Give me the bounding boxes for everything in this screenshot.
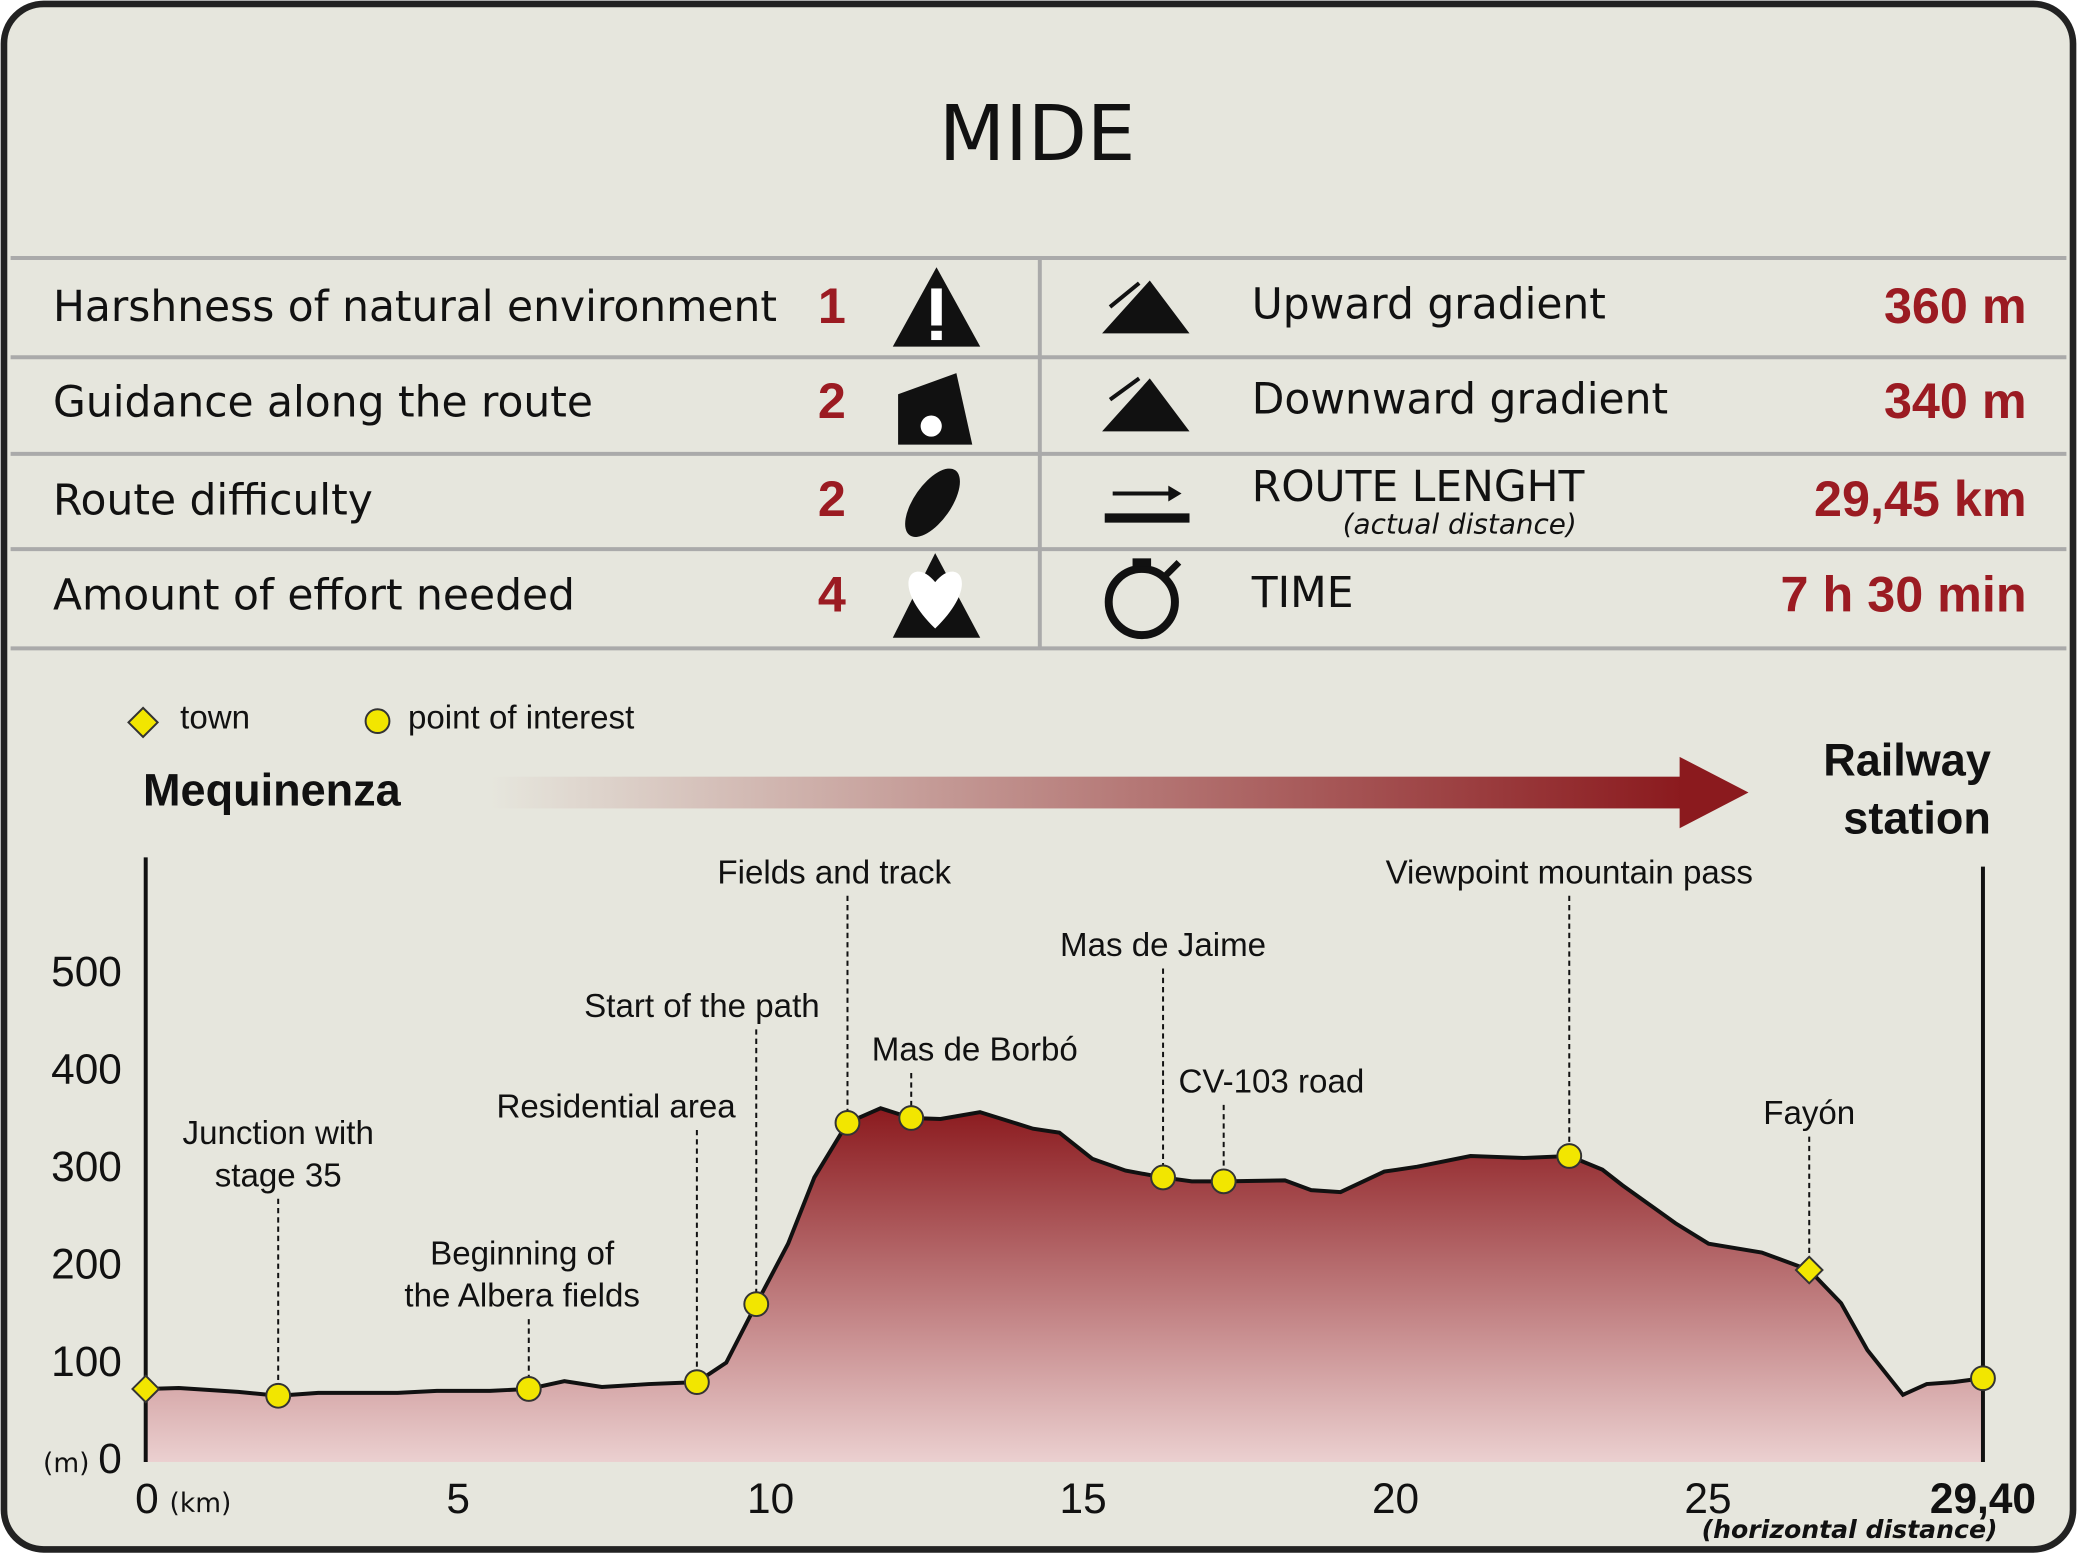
marker-label: stage 35 [215, 1157, 342, 1194]
x-tick-label: 10 [747, 1475, 794, 1522]
x-unit: (km) [170, 1488, 232, 1519]
mide-label: Route difficulty [53, 475, 373, 524]
marker-label: Start of the path [584, 988, 820, 1025]
legend-poi: point of interest [408, 700, 634, 737]
mide-note: (actual distance) [1343, 507, 1577, 540]
direction-arrow [490, 776, 1683, 809]
end-label: Railway [1823, 734, 1991, 785]
mide-value: 4 [818, 565, 846, 622]
x-tick-label: 25 [1684, 1475, 1731, 1522]
town-marker [1794, 1255, 1824, 1285]
mide-label: TIME [1251, 568, 1354, 617]
legend-town: town [180, 700, 250, 737]
poi-marker [683, 1369, 710, 1396]
marker-label: Viewpoint mountain pass [1386, 854, 1753, 891]
mide-value: 1 [818, 277, 846, 334]
x-tick-label: 0 [135, 1475, 159, 1522]
mide-value: 7 h 30 min [1781, 565, 2027, 622]
poi-marker [743, 1291, 770, 1318]
icons [892, 267, 1190, 640]
marker-label: Residential area [496, 1089, 736, 1126]
marker-label: Fields and track [717, 854, 951, 891]
y-tick-label: 300 [51, 1143, 122, 1190]
x-tick-label: 5 [446, 1475, 470, 1522]
marker-label: Junction with [183, 1115, 374, 1152]
table-lines [10, 256, 2067, 651]
marker-label: Mas de Jaime [1060, 927, 1266, 964]
mide-label: Downward gradient [1252, 375, 1668, 424]
poi-marker [1150, 1164, 1176, 1191]
poi-marker [1970, 1365, 1996, 1392]
y-tick-label: 200 [51, 1240, 122, 1287]
mide-value: 340 m [1884, 372, 2027, 429]
direction-arrow-head [1679, 756, 1749, 829]
x-tick-label: 20 [1372, 1475, 1419, 1522]
poi-marker [515, 1376, 542, 1402]
x-tick-label: 15 [1060, 1475, 1107, 1522]
marker-label: the Albera fields [404, 1278, 640, 1315]
mide-value: 2 [818, 470, 846, 527]
poi-marker [834, 1109, 861, 1136]
legend-town-symbol [127, 706, 160, 739]
mide-label: ROUTE LENGHT [1252, 462, 1585, 511]
y-tick-label: 400 [51, 1045, 122, 1092]
marker-label: Fayón [1763, 1095, 1855, 1132]
poi-marker [265, 1382, 292, 1409]
y-unit: (m) [43, 1448, 89, 1479]
mide-label: Upward gradient [1252, 279, 1606, 328]
poi-marker [1556, 1143, 1583, 1169]
y-tick-label: 500 [51, 948, 122, 995]
marker-label: CV-103 road [1178, 1063, 1364, 1100]
x-tick-label: 29,40 [1930, 1475, 2036, 1522]
town-marker [131, 1374, 161, 1404]
poi-marker [1210, 1168, 1237, 1195]
end-label: station [1843, 793, 1991, 844]
mide-value: 29,45 km [1814, 470, 2027, 527]
marker-label: Beginning of [430, 1235, 615, 1272]
mide-label: Guidance along the route [53, 377, 593, 426]
y-tick-label: 0 [98, 1435, 122, 1482]
y-tick-label: 100 [51, 1338, 122, 1385]
profile-area [145, 1108, 1983, 1463]
mide-label: Harshness of natural environment [53, 282, 777, 331]
mide-value: 360 m [1884, 277, 2027, 334]
mide-value: 2 [818, 372, 846, 429]
mide-label: Amount of effort needed [53, 571, 575, 620]
start-label: Mequinenza [143, 765, 402, 816]
marker-label: Mas de Borbó [872, 1032, 1078, 1069]
x-note: (horizontal distance) [1702, 1515, 1998, 1544]
poi-marker [898, 1105, 925, 1131]
title: MIDE [939, 90, 1136, 179]
legend-poi-symbol [364, 708, 391, 735]
